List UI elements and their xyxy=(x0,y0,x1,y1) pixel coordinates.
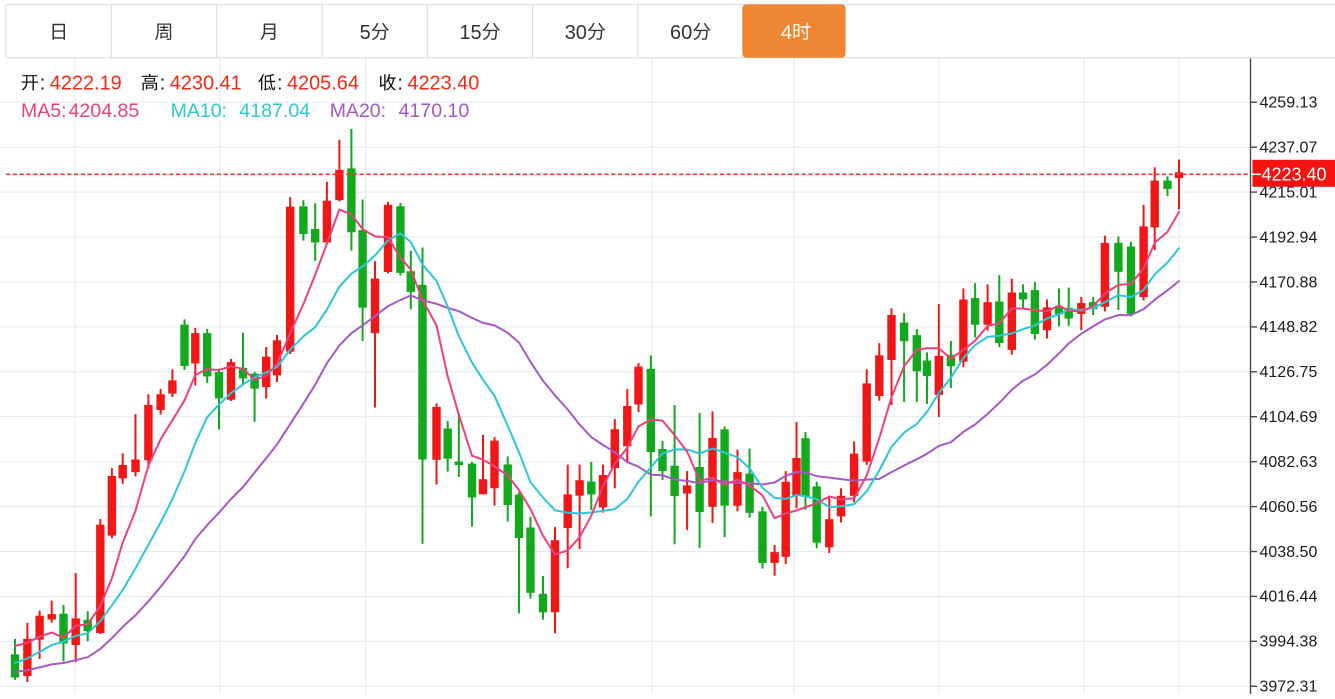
svg-text:MA10:: MA10: xyxy=(171,100,227,122)
svg-text:4222.19: 4222.19 xyxy=(50,73,122,95)
svg-text:4126.75: 4126.75 xyxy=(1260,364,1318,381)
svg-text:5: 5 xyxy=(360,22,371,44)
svg-text:30: 30 xyxy=(565,22,587,44)
svg-text:4215.01: 4215.01 xyxy=(1260,184,1318,201)
svg-text:4259.13: 4259.13 xyxy=(1260,95,1318,112)
svg-text::: : xyxy=(160,73,166,95)
svg-text:4016.44: 4016.44 xyxy=(1260,589,1318,606)
svg-text:4223.40: 4223.40 xyxy=(1262,165,1327,185)
svg-text:MA5:: MA5: xyxy=(21,100,67,122)
svg-text:4187.04: 4187.04 xyxy=(239,100,310,122)
svg-text:4230.41: 4230.41 xyxy=(170,73,242,95)
svg-text:4: 4 xyxy=(781,22,792,44)
svg-text:4223.40: 4223.40 xyxy=(407,73,479,95)
svg-text::: : xyxy=(397,73,403,95)
svg-text:3994.38: 3994.38 xyxy=(1260,634,1318,651)
svg-text:MA20:: MA20: xyxy=(330,100,386,122)
svg-text:4170.10: 4170.10 xyxy=(399,100,470,122)
svg-text:4192.94: 4192.94 xyxy=(1260,229,1318,246)
svg-text:4237.07: 4237.07 xyxy=(1260,140,1318,157)
svg-text:4104.69: 4104.69 xyxy=(1260,409,1318,426)
svg-text:60: 60 xyxy=(670,22,692,44)
svg-text:4082.63: 4082.63 xyxy=(1260,454,1318,471)
svg-text:4148.82: 4148.82 xyxy=(1260,319,1318,336)
svg-text:4060.56: 4060.56 xyxy=(1260,499,1318,516)
svg-text:4204.85: 4204.85 xyxy=(69,100,140,122)
svg-text:4170.88: 4170.88 xyxy=(1260,274,1318,291)
svg-text::: : xyxy=(40,73,46,95)
svg-text:15: 15 xyxy=(459,22,481,44)
svg-text:3972.31: 3972.31 xyxy=(1260,679,1318,694)
svg-text::: : xyxy=(277,73,283,95)
svg-text:4205.64: 4205.64 xyxy=(287,73,359,95)
svg-text:4038.50: 4038.50 xyxy=(1260,544,1318,561)
